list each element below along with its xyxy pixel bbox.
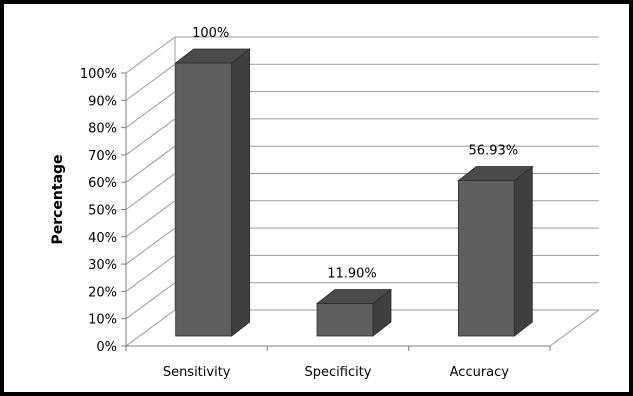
gridline-depth (125, 36, 176, 74)
category-label: Specificity (305, 365, 372, 380)
data-label: 11.90% (327, 267, 377, 282)
bar-top (457, 166, 534, 181)
bar-front (175, 62, 233, 337)
category-label: Accuracy (450, 365, 510, 380)
gridline-depth (125, 227, 176, 265)
y-tick-label: 60% (88, 176, 117, 191)
y-axis-label: Percentage (50, 154, 66, 244)
bar-chart: 0% 10% 20% 30% 40% 50% 60% 70% 80% 90% 100% Percent… (50, 26, 600, 380)
y-tick-label: 40% (88, 231, 117, 246)
floor-edge (549, 309, 600, 347)
bar-front (316, 303, 374, 337)
bar-front (457, 180, 515, 337)
bars (174, 48, 534, 337)
y-tick-label: 70% (88, 149, 117, 164)
labels: 0% 10% 20% 30% 40% 50% 60% 70% 80% 90% 100% Percent… (50, 26, 518, 380)
y-tick-label: 50% (88, 204, 117, 219)
category-label: Sensitivity (163, 365, 231, 380)
gridline-depth (125, 254, 176, 292)
y-tick-label: 90% (88, 94, 117, 109)
data-label: 56.93% (469, 144, 519, 159)
gridline-depth (125, 173, 176, 210)
y-tick-label: 10% (88, 313, 117, 328)
gridline-depth (125, 309, 176, 347)
gridline-depth (125, 145, 176, 183)
bar-top (315, 289, 393, 304)
bar-top (174, 48, 251, 64)
y-tick-label: 80% (88, 122, 117, 137)
y-tick-label: 30% (88, 258, 117, 273)
y-tick-label: 0% (96, 340, 117, 355)
axes (121, 72, 551, 351)
gridline-depth (125, 63, 176, 101)
y-tick-label: 20% (88, 285, 117, 300)
gridline-depth (125, 282, 176, 320)
gridline-depth (125, 118, 176, 156)
data-label: 100% (192, 26, 229, 41)
bar-side (513, 165, 533, 337)
gridline-depth (125, 91, 176, 129)
y-tick-label: 100% (80, 67, 117, 82)
gridline-depth (125, 200, 176, 238)
bar-side (231, 48, 251, 337)
